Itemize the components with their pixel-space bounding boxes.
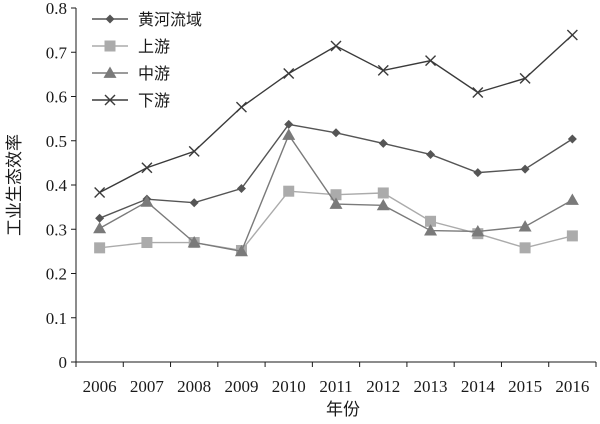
series-layer — [93, 29, 579, 257]
cross-stroke — [330, 40, 342, 52]
data-point — [236, 184, 246, 194]
legend-item-4: 下游 — [92, 91, 170, 110]
data-point — [426, 149, 436, 159]
data-point — [377, 187, 389, 199]
series-2 — [94, 185, 578, 256]
y-tick-label: 0.4 — [46, 176, 68, 195]
x-tick-label: 2012 — [366, 377, 400, 396]
x-tick-label: 2014 — [461, 377, 496, 396]
data-point — [377, 64, 389, 76]
cross-stroke — [94, 187, 106, 199]
data-point — [94, 242, 106, 254]
data-point — [519, 72, 531, 84]
data-point — [473, 168, 483, 178]
data-point — [187, 236, 201, 248]
legend-item-1: 黄河流域 — [92, 10, 202, 29]
data-point — [141, 237, 153, 249]
y-tick-label: 0.2 — [46, 265, 67, 284]
data-point — [141, 162, 153, 174]
data-point — [424, 224, 438, 236]
data-point — [472, 87, 484, 99]
legend-label: 黄河流域 — [138, 10, 202, 29]
series-1 — [95, 119, 577, 223]
series-4 — [94, 29, 578, 199]
x-tick-label: 2011 — [319, 377, 352, 396]
data-point — [330, 40, 342, 52]
y-axis-title: 工业生态效率 — [5, 134, 25, 236]
x-tick-label: 2010 — [272, 377, 306, 396]
cross-stroke — [377, 64, 389, 76]
x-tick-label: 2007 — [130, 377, 165, 396]
y-tick-label: 0.6 — [46, 88, 67, 107]
cross-stroke — [235, 101, 247, 113]
y-tick-label: 0 — [59, 353, 68, 372]
data-point — [189, 198, 199, 208]
data-point — [378, 138, 388, 148]
data-point — [518, 220, 532, 232]
cross-stroke — [141, 162, 153, 174]
data-point — [140, 195, 154, 207]
legend-label: 上游 — [138, 37, 170, 56]
data-point — [235, 101, 247, 113]
y-tick-label: 0.7 — [46, 43, 68, 62]
y-tick-label: 0.1 — [46, 309, 67, 328]
data-point — [95, 213, 105, 223]
data-point — [331, 128, 341, 138]
data-point — [567, 134, 577, 144]
cross-stroke — [104, 94, 116, 106]
x-axis-title: 年份 — [326, 400, 360, 420]
x-tick-label: 2016 — [555, 377, 589, 396]
legend-label: 下游 — [138, 91, 170, 110]
data-point — [565, 193, 579, 205]
data-point — [329, 197, 343, 209]
data-point — [188, 145, 200, 157]
data-point — [471, 224, 485, 237]
data-point — [283, 67, 295, 79]
x-tick-label: 2008 — [177, 377, 211, 396]
data-point — [425, 215, 437, 227]
cross-stroke — [425, 55, 437, 67]
legend-item-3: 中游 — [92, 64, 170, 83]
data-point — [376, 198, 390, 211]
x-tick-label: 2006 — [83, 377, 117, 396]
x-tick-label: 2013 — [414, 377, 448, 396]
legend-item-2: 上游 — [92, 37, 170, 56]
data-point — [283, 185, 295, 197]
data-point — [520, 164, 530, 174]
data-point — [566, 230, 578, 242]
series-line — [99, 34, 573, 194]
series-3 — [93, 128, 579, 257]
cross-stroke — [472, 87, 484, 99]
y-tick-label: 0.8 — [46, 0, 67, 18]
data-point — [234, 244, 248, 257]
data-point — [330, 189, 342, 201]
axes: 0 0.1 0.2 0.3 0.4 0.5 0.6 0.7 0.8 2006 2007 2008 200… — [46, 0, 597, 396]
y-tick-label: 0.5 — [46, 132, 67, 151]
data-point — [284, 119, 294, 129]
legend-marker — [104, 40, 116, 52]
cross-stroke — [566, 29, 578, 41]
data-point — [566, 29, 578, 41]
y-tick-label: 0.3 — [46, 220, 67, 239]
legend-label: 中游 — [138, 64, 170, 83]
x-tick-label: 2009 — [224, 377, 258, 396]
data-point — [282, 128, 296, 140]
x-tick-label: 2015 — [508, 377, 542, 396]
legend-marker — [104, 94, 116, 106]
legend-marker — [103, 66, 117, 78]
data-point — [94, 187, 106, 199]
cross-stroke — [283, 67, 295, 79]
cross-stroke — [188, 145, 200, 157]
data-point — [425, 55, 437, 67]
cross-stroke — [519, 72, 531, 84]
data-point — [519, 242, 531, 254]
data-point — [93, 221, 107, 234]
legend-marker — [105, 14, 115, 24]
